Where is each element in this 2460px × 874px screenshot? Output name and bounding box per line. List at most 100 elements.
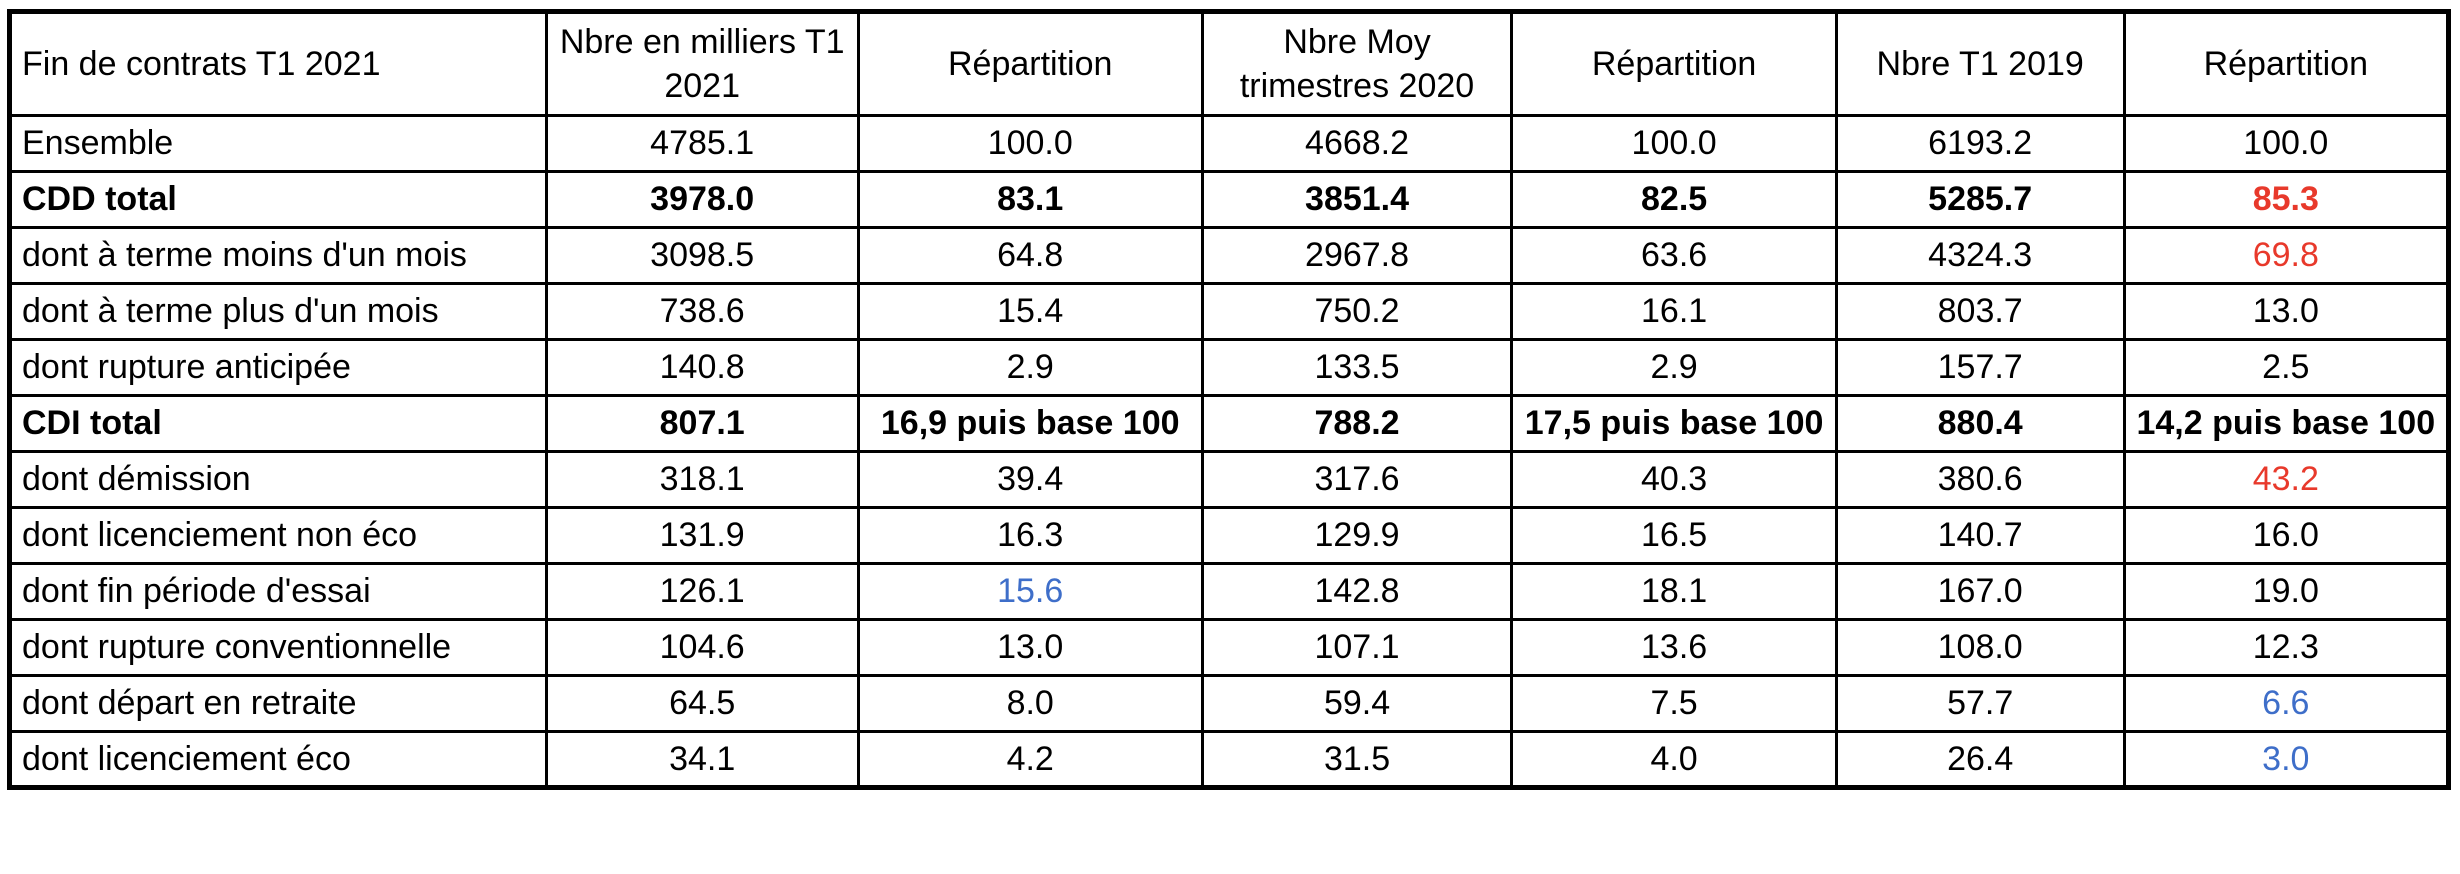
row-label: dont rupture conventionnelle (8, 618, 548, 677)
column-header: Répartition (2122, 10, 2451, 117)
value-cell: 126.1 (544, 562, 860, 621)
value-cell: 5285.7 (1834, 170, 2126, 229)
value-cell: 738.6 (544, 282, 860, 341)
contract-endings-page: Fin de contrats T1 2021 Nbre en milliers … (7, 9, 2451, 790)
value-cell: 2967.8 (1200, 226, 1514, 285)
value-cell: 19.0 (2122, 562, 2451, 621)
value-cell: 16.3 (856, 506, 1204, 565)
table-row: dont à terme plus d'un mois 738.6 15.4 750.… (8, 282, 2451, 341)
value-cell: 104.6 (544, 618, 860, 677)
value-cell: 140.8 (544, 338, 860, 397)
value-cell: 317.6 (1200, 450, 1514, 509)
value-cell: 82.5 (1510, 170, 1838, 229)
value-cell: 318.1 (544, 450, 860, 509)
value-cell: 69.8 (2122, 226, 2451, 285)
value-cell: 7.5 (1510, 674, 1838, 733)
value-cell: 6.6 (2122, 674, 2451, 733)
value-cell: 12.3 (2122, 618, 2451, 677)
value-cell: 100.0 (2122, 114, 2451, 173)
value-cell: 6193.2 (1834, 114, 2126, 173)
value-cell: 18.1 (1510, 562, 1838, 621)
value-cell: 13.6 (1510, 618, 1838, 677)
value-cell: 807.1 (544, 394, 860, 453)
column-header: Fin de contrats T1 2021 (8, 10, 548, 117)
row-label: dont à terme moins d'un mois (8, 226, 548, 285)
value-cell: 64.5 (544, 674, 860, 733)
value-cell: 788.2 (1200, 394, 1514, 453)
value-cell: 16.0 (2122, 506, 2451, 565)
row-label: dont licenciement non éco (8, 506, 548, 565)
value-cell: 129.9 (1200, 506, 1514, 565)
table-row: dont licenciement éco 34.1 4.2 31.5 4.0 26.4 3… (8, 730, 2451, 789)
table-row: dont rupture conventionnelle 104.6 13.0 107… (8, 618, 2451, 677)
table-row: Ensemble 4785.1 100.0 4668.2 100.0 6193.2 100.… (8, 114, 2451, 173)
row-label: dont rupture anticipée (8, 338, 548, 397)
value-cell: 64.8 (856, 226, 1204, 285)
value-cell: 3098.5 (544, 226, 860, 285)
value-cell: 880.4 (1834, 394, 2126, 453)
value-cell: 140.7 (1834, 506, 2126, 565)
value-cell: 2.5 (2122, 338, 2451, 397)
value-cell: 31.5 (1200, 730, 1514, 789)
column-header: Répartition (1510, 10, 1838, 117)
column-header: Nbre Moy trimestres 2020 (1200, 10, 1514, 117)
table-row: dont démission 318.1 39.4 317.6 40.3 380.6 43.… (8, 450, 2451, 509)
table-row: dont départ en retraite 64.5 8.0 59.4 7.5 57.… (8, 674, 2451, 733)
contract-endings-table: Fin de contrats T1 2021 Nbre en milliers … (7, 9, 2451, 790)
value-cell: 131.9 (544, 506, 860, 565)
value-cell: 59.4 (1200, 674, 1514, 733)
value-cell: 16.5 (1510, 506, 1838, 565)
value-cell: 142.8 (1200, 562, 1514, 621)
value-cell: 85.3 (2122, 170, 2451, 229)
value-cell: 3978.0 (544, 170, 860, 229)
table-body: Ensemble 4785.1 100.0 4668.2 100.0 6193.2 100.… (8, 114, 2451, 789)
value-cell: 4.2 (856, 730, 1204, 789)
value-cell: 15.4 (856, 282, 1204, 341)
value-cell: 2.9 (1510, 338, 1838, 397)
value-cell: 3851.4 (1200, 170, 1514, 229)
value-cell: 15.6 (856, 562, 1204, 621)
value-cell: 34.1 (544, 730, 860, 789)
value-cell: 803.7 (1834, 282, 2126, 341)
value-cell: 8.0 (856, 674, 1204, 733)
value-cell: 2.9 (856, 338, 1204, 397)
value-cell: 13.0 (856, 618, 1204, 677)
value-cell: 13.0 (2122, 282, 2451, 341)
table-row: CDD total 3978.0 83.1 3851.4 82.5 5285.7 85.3 (8, 170, 2451, 229)
value-cell: 108.0 (1834, 618, 2126, 677)
value-cell: 43.2 (2122, 450, 2451, 509)
header-row: Fin de contrats T1 2021 Nbre en milliers … (8, 10, 2451, 117)
value-cell: 14,2 puis base 100 (2122, 394, 2451, 453)
row-label: dont fin période d'essai (8, 562, 548, 621)
value-cell: 380.6 (1834, 450, 2126, 509)
value-cell: 107.1 (1200, 618, 1514, 677)
value-cell: 167.0 (1834, 562, 2126, 621)
value-cell: 57.7 (1834, 674, 2126, 733)
row-label: dont départ en retraite (8, 674, 548, 733)
table-row: dont fin période d'essai 126.1 15.6 142.8 18… (8, 562, 2451, 621)
table-row: CDI total 807.1 16,9 puis base 100 788.2 17,… (8, 394, 2451, 453)
table-row: dont à terme moins d'un mois 3098.5 64.8 29… (8, 226, 2451, 285)
value-cell: 4324.3 (1834, 226, 2126, 285)
table-row: dont rupture anticipée 140.8 2.9 133.5 2.9 15… (8, 338, 2451, 397)
value-cell: 750.2 (1200, 282, 1514, 341)
row-label: CDI total (8, 394, 548, 453)
column-header: Répartition (856, 10, 1204, 117)
column-header: Nbre en milliers T1 2021 (544, 10, 860, 117)
value-cell: 157.7 (1834, 338, 2126, 397)
value-cell: 133.5 (1200, 338, 1514, 397)
value-cell: 83.1 (856, 170, 1204, 229)
row-label: CDD total (8, 170, 548, 229)
table-row: dont licenciement non éco 131.9 16.3 129.9 1… (8, 506, 2451, 565)
value-cell: 40.3 (1510, 450, 1838, 509)
value-cell: 16.1 (1510, 282, 1838, 341)
value-cell: 3.0 (2122, 730, 2451, 789)
value-cell: 4785.1 (544, 114, 860, 173)
row-label: dont à terme plus d'un mois (8, 282, 548, 341)
value-cell: 17,5 puis base 100 (1510, 394, 1838, 453)
value-cell: 4668.2 (1200, 114, 1514, 173)
value-cell: 39.4 (856, 450, 1204, 509)
value-cell: 100.0 (856, 114, 1204, 173)
row-label: Ensemble (8, 114, 548, 173)
value-cell: 63.6 (1510, 226, 1838, 285)
